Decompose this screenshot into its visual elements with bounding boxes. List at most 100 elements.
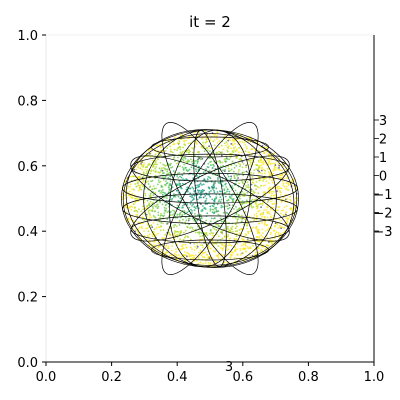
scatter-point — [263, 177, 266, 180]
scatter-point — [199, 261, 202, 264]
scatter-point — [261, 221, 263, 224]
scatter-point — [197, 231, 199, 234]
scatter-point — [210, 232, 213, 234]
scatter-point — [283, 185, 286, 188]
scatter-point — [183, 171, 185, 174]
scatter-point — [239, 157, 242, 160]
scatter-point — [157, 158, 159, 161]
scatter-point — [241, 171, 244, 174]
scatter-point — [225, 211, 228, 214]
scatter-point — [243, 141, 246, 144]
x-axis-ticks: 0.0 0.2 0.4 0.6 0.8 1.0 — [36, 362, 384, 385]
scatter-point — [258, 235, 261, 238]
scatter-point — [233, 167, 236, 169]
scatter-point — [272, 190, 275, 193]
scatter-point — [220, 144, 223, 147]
scatter-point — [210, 164, 212, 167]
scatter-point — [251, 254, 254, 257]
scatter-point — [153, 204, 156, 207]
scatter-point — [168, 189, 171, 192]
scatter-point — [253, 191, 256, 194]
scatter-point — [179, 238, 182, 241]
scatter-point — [245, 233, 248, 236]
scatter-point — [230, 147, 233, 150]
scatter-point — [129, 190, 131, 193]
scatter-point — [260, 169, 263, 172]
scatter-point — [164, 246, 167, 248]
scatter-point — [145, 172, 148, 175]
scatter-point — [159, 214, 162, 217]
scatter-point — [153, 215, 156, 218]
scatter-point — [201, 234, 204, 237]
scatter-point — [221, 180, 224, 183]
scatter-point — [175, 162, 178, 165]
scatter-point — [150, 216, 153, 219]
scatter-point — [198, 233, 201, 235]
scatter-point — [156, 207, 159, 210]
scatter-point — [234, 142, 236, 145]
scatter-point — [193, 242, 196, 245]
scatter-point — [121, 192, 124, 195]
scatter-point — [194, 131, 196, 134]
scatter-point — [235, 164, 238, 167]
scatter-point — [150, 180, 153, 183]
scatter-point — [184, 156, 187, 159]
scatter-point — [246, 246, 249, 248]
scatter-point — [172, 170, 175, 172]
scatter-point — [269, 163, 272, 166]
scatter-point — [193, 194, 196, 196]
scatter-point — [165, 222, 168, 225]
scatter-point — [245, 166, 247, 169]
scatter-point — [276, 223, 279, 226]
scatter-point — [227, 138, 230, 141]
scatter-point — [154, 197, 157, 200]
scatter-point — [222, 148, 225, 151]
scatter-point — [279, 193, 282, 196]
scatter-point — [177, 147, 179, 150]
scatter-point — [207, 261, 210, 264]
scatter-point — [180, 230, 183, 232]
scatter-point — [259, 250, 262, 253]
scatter-point — [201, 137, 203, 140]
scatter-point — [219, 165, 222, 168]
scatter-point — [227, 139, 230, 142]
scatter-point — [241, 214, 243, 217]
scatter-point — [227, 170, 230, 173]
scatter-point — [163, 212, 166, 215]
scatter-point — [216, 134, 219, 137]
scatter-point — [157, 214, 160, 217]
scatter-point — [238, 208, 240, 210]
z-tick-label: 1 — [379, 151, 387, 166]
scatter-point — [246, 147, 249, 150]
scatter-point — [288, 216, 291, 218]
scatter-point — [235, 180, 238, 183]
scatter-point — [141, 218, 144, 221]
scatter-point — [233, 170, 235, 173]
scatter-point — [199, 191, 202, 194]
scatter-point — [161, 169, 164, 172]
scatter-point — [231, 251, 234, 253]
scatter-point — [242, 194, 244, 197]
scatter-point — [174, 160, 176, 163]
scatter-point — [200, 196, 203, 199]
scatter-point — [138, 208, 140, 211]
scatter-point — [226, 217, 229, 219]
scatter-point — [260, 184, 262, 187]
scatter-point — [186, 226, 189, 229]
scatter-point — [186, 211, 189, 214]
scatter-point — [224, 182, 227, 185]
scatter-point — [270, 216, 272, 219]
scatter-point — [183, 254, 186, 256]
scatter-point — [238, 151, 240, 154]
scatter-point — [227, 146, 229, 149]
scatter-point — [274, 225, 277, 227]
scatter-point — [294, 197, 297, 200]
scatter-point — [217, 213, 220, 216]
scatter-point — [191, 196, 193, 199]
scatter-point — [168, 186, 170, 189]
scatter-point — [135, 209, 138, 212]
scatter-point — [223, 235, 226, 238]
x-tick-label: 0.0 — [36, 370, 57, 385]
scatter-point — [281, 173, 283, 176]
scatter-point — [271, 181, 274, 184]
